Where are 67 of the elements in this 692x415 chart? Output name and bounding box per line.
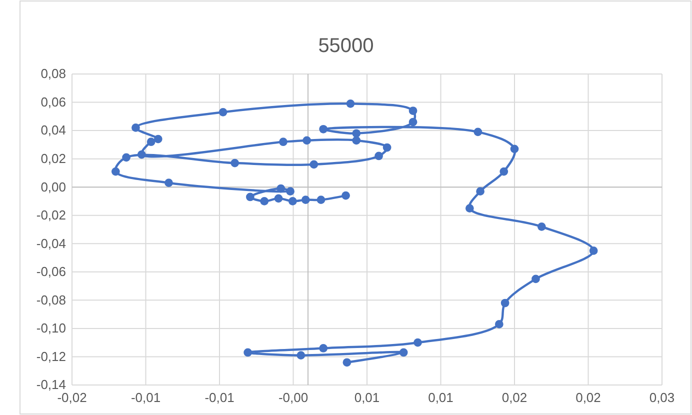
x-tick-label: -0,01 [130,390,161,406]
x-tick-label: 0,02 [502,390,528,406]
y-tick-label: -0,04 [36,236,66,251]
point [246,192,254,202]
point [279,138,288,146]
x-tick-label: 0,02 [576,390,601,406]
y-tick-label: -0,06 [36,264,66,280]
point [408,118,418,126]
point [244,348,252,357]
y-tick-label: -0,08 [36,292,66,308]
point [342,191,350,200]
point [346,100,355,108]
point [146,138,156,146]
point [537,222,546,231]
point [301,196,310,204]
point [494,320,504,328]
point [500,298,510,308]
point [137,150,146,159]
x-tick-label: 0,01 [354,390,380,406]
y-tick-label: -0,14 [36,377,66,392]
point [122,153,130,162]
point [276,184,286,193]
point [399,348,408,357]
point [218,108,228,116]
y-tick-label: 0,06 [40,94,66,110]
point [310,160,318,169]
y-tick-label: 0,00 [40,179,66,194]
point [154,134,162,144]
point [296,351,306,360]
point [414,338,422,347]
point [510,144,519,154]
point [465,204,474,212]
point [382,143,392,152]
point [111,167,120,176]
point [230,158,240,168]
y-tick-label: 0,04 [40,122,66,138]
point [500,167,508,176]
x-tick-label: 0,03 [649,390,675,406]
y-tick-label: -0,02 [36,208,66,223]
point [288,197,297,206]
point [408,106,418,115]
point [274,194,283,203]
point [476,187,484,196]
point [164,178,173,188]
x-tick-label: -0,01 [204,390,234,406]
point [316,196,326,204]
y-tick-label: 0,02 [40,150,66,166]
chart-title: 55000 [318,35,374,57]
point [532,274,540,284]
x-tick-label: -0,02 [57,390,87,406]
point [319,124,328,134]
x-tick-label: 0,01 [428,390,454,406]
x-tick-label: -0,00 [278,390,308,406]
point [319,344,328,352]
y-tick-label: -0,10 [36,320,66,336]
y-tick-label: -0,12 [36,348,66,364]
point [374,152,383,160]
y-tick-label: 0,08 [40,66,66,82]
point [132,124,140,132]
point [589,246,598,255]
point [260,197,269,206]
point [302,136,312,145]
point [342,358,352,367]
point [352,136,361,145]
point [352,129,361,138]
point [474,128,482,136]
point [286,187,294,196]
